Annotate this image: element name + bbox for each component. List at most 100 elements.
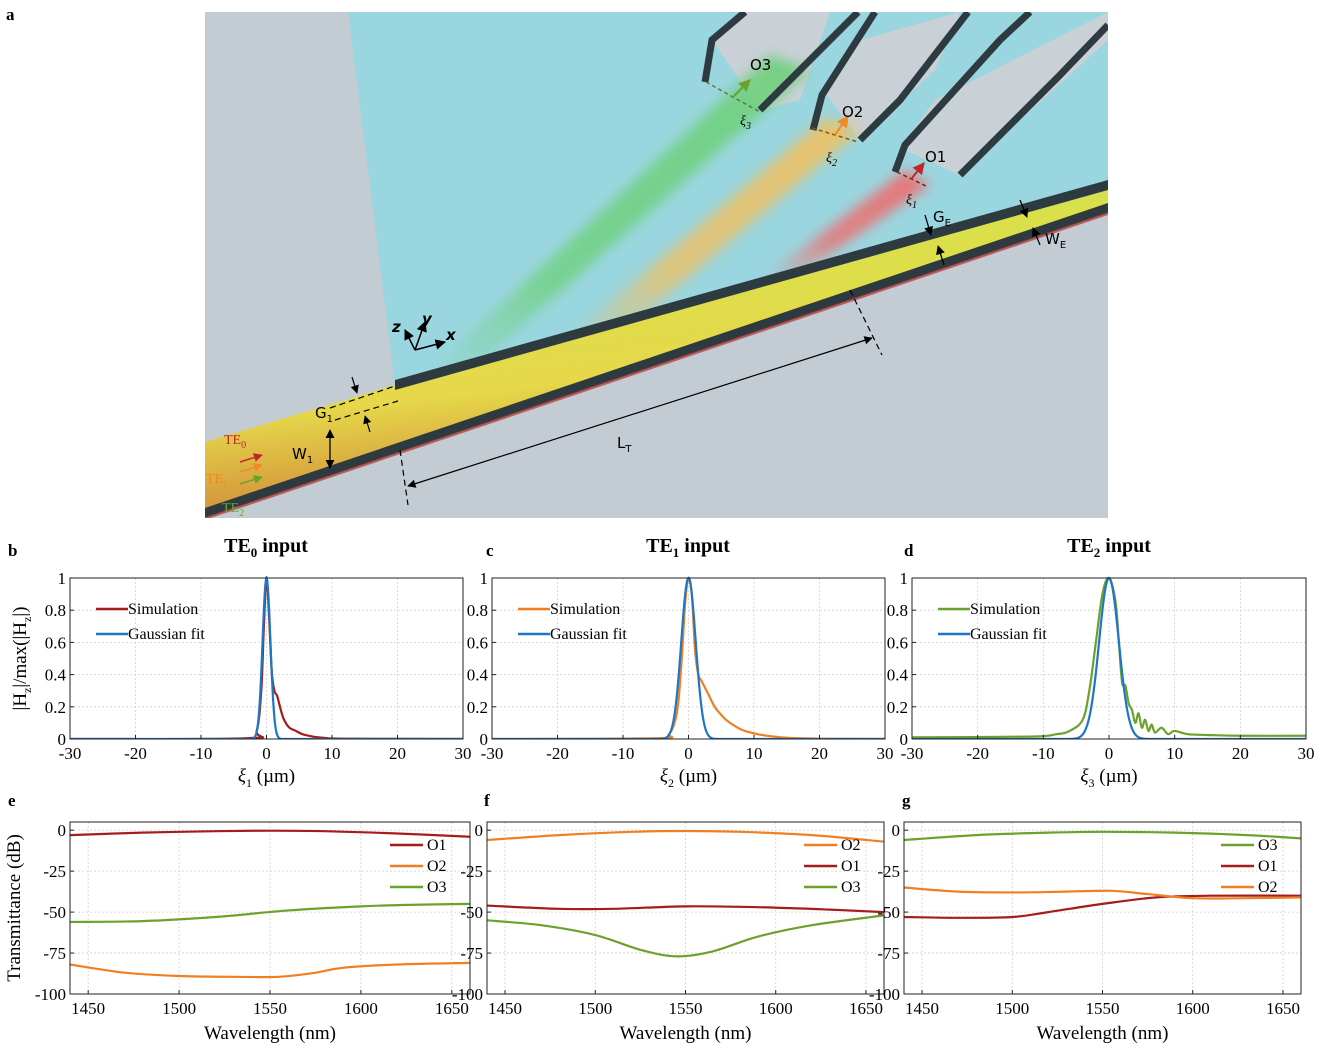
label-g1: G1 bbox=[315, 404, 333, 425]
x-axis-label: ξ2 (µm) bbox=[660, 766, 717, 790]
chart-c: c TE1 input -30 -20 -10 0 10 20 30 0 0.2 0.4 0.6 0.8 1… bbox=[467, 535, 894, 790]
y-tick-label: -50 bbox=[877, 903, 900, 922]
o3-wall-right bbox=[757, 12, 861, 113]
x-tick-label: 20 bbox=[811, 744, 828, 763]
device-schematic: a O3 bbox=[6, 5, 1108, 519]
series-line-o2 bbox=[904, 886, 1301, 900]
y-tick-label: 0 bbox=[475, 821, 484, 840]
y-tick-label: 0.2 bbox=[887, 698, 908, 717]
label-we: WE bbox=[1045, 230, 1066, 251]
y-tick-label: 0.4 bbox=[467, 666, 489, 685]
y-tick-label: -75 bbox=[43, 944, 66, 963]
x-tick-label: 30 bbox=[455, 744, 472, 763]
label-lt: LT bbox=[617, 434, 632, 455]
x-tick-label: 10 bbox=[324, 744, 341, 763]
x-axis-label: Wavelength (nm) bbox=[204, 1023, 336, 1044]
x-tick-label: 1450 bbox=[71, 999, 105, 1018]
x-axis-label: ξ3 (µm) bbox=[1080, 766, 1137, 790]
beam-te1 bbox=[560, 118, 860, 345]
series-group bbox=[904, 830, 1301, 919]
label-te1: TE1 bbox=[206, 472, 228, 490]
x-tick-label: -20 bbox=[124, 744, 147, 763]
x-tick-label: 1600 bbox=[759, 999, 793, 1018]
y-tick-label: -50 bbox=[460, 903, 483, 922]
chart-b: b TE0 input -30 -20 -10 0 10 20 30 0 0.2 0.4 0.6 0.8 1… bbox=[8, 535, 472, 790]
legend: O1 O2 O3 bbox=[390, 837, 447, 896]
series-line-o3 bbox=[904, 830, 1301, 842]
label-ge: GE bbox=[933, 208, 951, 229]
series-line-o2 bbox=[70, 961, 470, 979]
x-tick-label: 1600 bbox=[344, 999, 378, 1018]
x-tick-label: 1550 bbox=[1086, 999, 1120, 1018]
x-tick-label: -10 bbox=[190, 744, 213, 763]
label-te2: TE2 bbox=[222, 501, 244, 519]
y-tick-label: 1 bbox=[58, 569, 67, 588]
label-o3: O3 bbox=[750, 56, 771, 74]
series-group bbox=[70, 829, 470, 979]
panel-letter-a: a bbox=[6, 5, 15, 24]
y-tick-label: -25 bbox=[43, 862, 66, 881]
legend: O2 O1 O3 bbox=[804, 837, 861, 896]
y-tick-label: 0 bbox=[900, 730, 909, 749]
x-tick-label: 1500 bbox=[578, 999, 612, 1018]
label-xi2: ξ2 bbox=[826, 151, 837, 169]
legend-label: O3 bbox=[1258, 837, 1278, 854]
charts: b TE0 input-30 -20 -10 0 10 20 3000.20.40.60.81… bbox=[4, 535, 1315, 1044]
x-tick-label: 1550 bbox=[253, 999, 287, 1018]
series-line-o3 bbox=[487, 914, 884, 958]
y-tick-label: 0.8 bbox=[467, 601, 488, 620]
y-tick-label: -75 bbox=[460, 944, 483, 963]
x-axis-label: Wavelength (nm) bbox=[620, 1023, 752, 1044]
output-waveguide-o1 bbox=[900, 12, 1108, 175]
o3-wall-left bbox=[701, 12, 748, 83]
beam-te2 bbox=[430, 55, 810, 372]
x-tick-label: 30 bbox=[877, 744, 894, 763]
series-line-o2 bbox=[487, 829, 884, 843]
y-tick-label: 0.6 bbox=[45, 633, 66, 652]
y-tick-label: -100 bbox=[869, 985, 900, 1004]
x-tick-label: 10 bbox=[1166, 744, 1183, 763]
x-tick-label: 0 bbox=[1105, 744, 1114, 763]
x-tick-label: 1550 bbox=[669, 999, 703, 1018]
label-xi3: ξ3 bbox=[740, 114, 751, 132]
legend-label: O1 bbox=[1258, 858, 1278, 875]
chart-f: f 1450 1500 1550 1600 1650 0 -25 -50 -75 -100 Wavel… bbox=[452, 791, 885, 1044]
legend-label: O2 bbox=[1258, 879, 1278, 896]
panel-letter-c: c bbox=[486, 541, 494, 560]
y-tick-label: 1 bbox=[480, 569, 489, 588]
legend-label: O1 bbox=[841, 858, 861, 875]
y-tick-label: -50 bbox=[43, 903, 66, 922]
legend: Simulation Gaussian fit bbox=[938, 601, 1047, 643]
o2-wall-left bbox=[809, 12, 878, 131]
panel-letter-d: d bbox=[904, 541, 914, 560]
x-tick-label: 0 bbox=[262, 744, 271, 763]
series-group bbox=[487, 829, 884, 958]
y-tick-label: 0.4 bbox=[45, 666, 67, 685]
legend: Simulation Gaussian fit bbox=[518, 601, 627, 643]
legend-label: Simulation bbox=[550, 601, 620, 618]
label-xi1: ξ1 bbox=[906, 193, 917, 211]
x-axis-label: ξ1 (µm) bbox=[238, 766, 295, 790]
label-te0: TE0 bbox=[224, 433, 246, 451]
chart-title-d: TE2 input bbox=[1067, 535, 1151, 560]
legend-label: Simulation bbox=[128, 601, 198, 618]
x-tick-label: 30 bbox=[1298, 744, 1315, 763]
legend-label: Simulation bbox=[970, 601, 1040, 618]
y-tick-label: 0 bbox=[480, 730, 489, 749]
legend-label: O3 bbox=[427, 879, 447, 896]
x-tick-label: 1650 bbox=[849, 999, 883, 1018]
axis-z-label: z bbox=[391, 318, 401, 336]
x-tick-label: 20 bbox=[1232, 744, 1249, 763]
series-line-simulation bbox=[912, 576, 1306, 739]
x-tick-label: 1450 bbox=[905, 999, 939, 1018]
x-tick-label: -20 bbox=[546, 744, 569, 763]
legend: O3 O1 O2 bbox=[1221, 837, 1278, 896]
y-tick-label: 0.8 bbox=[45, 601, 66, 620]
chart-g: g 1450 1500 1550 1600 1650 0 -25 -50 -75 -100 Wavel… bbox=[869, 791, 1302, 1044]
x-tick-label: -30 bbox=[481, 744, 504, 763]
series-line-o3 bbox=[70, 902, 470, 924]
y-tick-label: -100 bbox=[452, 985, 483, 1004]
legend-label: Gaussian fit bbox=[550, 626, 627, 643]
x-tick-label: -30 bbox=[901, 744, 924, 763]
